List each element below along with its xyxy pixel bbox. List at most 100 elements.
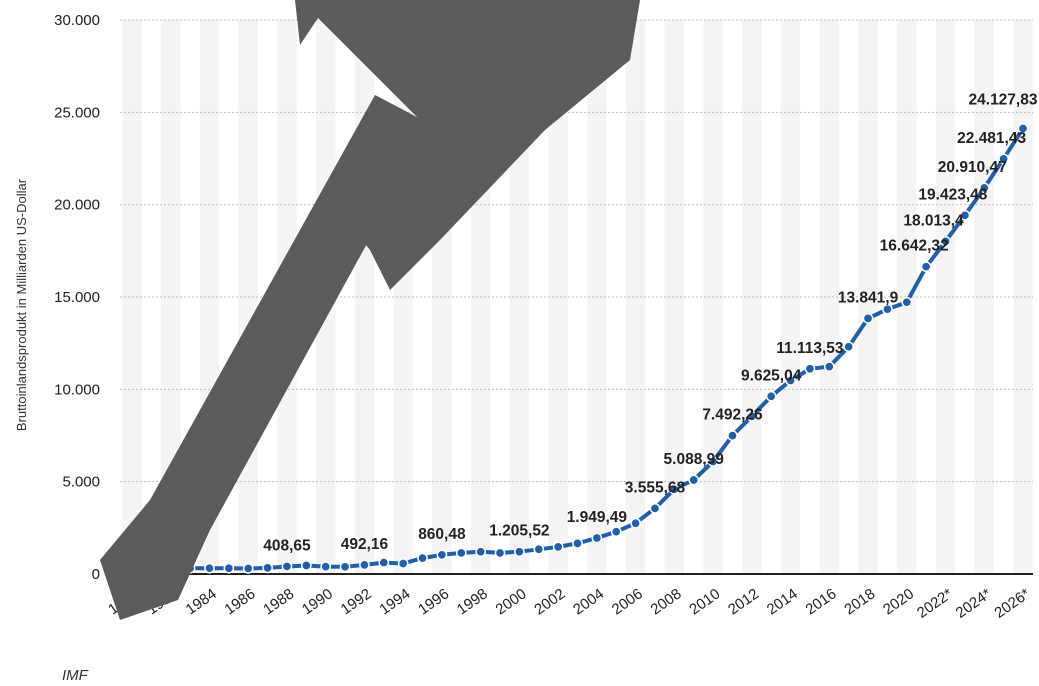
y-tick-label: 5.000 (62, 474, 100, 491)
x-tick-label: 1990 (299, 585, 336, 618)
x-tick-label: 2002 (531, 585, 568, 618)
data-label: 9.625,04 (741, 367, 802, 384)
data-point (281, 561, 293, 572)
data-label: 7.492,26 (702, 407, 763, 424)
watermark-shape-right (300, 0, 640, 290)
data-point (300, 560, 312, 571)
plot-band (548, 20, 568, 574)
data-point (765, 390, 777, 402)
data-point (475, 546, 487, 558)
data-point (959, 209, 971, 221)
data-point (397, 558, 409, 569)
data-point (533, 543, 545, 555)
data-point (785, 375, 796, 386)
data-point (978, 182, 990, 194)
data-label: 20.910,47 (938, 159, 1007, 176)
x-axis-ticks: 1980198219841986198819901992199419961998… (105, 585, 1033, 622)
data-point (610, 526, 622, 538)
y-tick-label: 0 (92, 566, 100, 583)
data-label: 1.205,52 (489, 523, 549, 540)
data-point (359, 559, 370, 571)
data-point (262, 562, 273, 574)
data-point (417, 552, 428, 564)
data-point (591, 532, 603, 544)
data-point (436, 549, 448, 561)
data-point (746, 410, 758, 422)
data-label: 24.127,83 (969, 91, 1038, 108)
plot-band (625, 20, 646, 574)
data-point (727, 430, 738, 441)
data-label: 22.481,43 (957, 130, 1026, 147)
data-point (998, 153, 1009, 165)
x-tick-label: 2020 (880, 585, 917, 618)
data-point (940, 236, 951, 247)
x-tick-label: 2006 (609, 585, 646, 618)
data-point (630, 517, 641, 529)
data-label: 16.642,32 (880, 238, 949, 255)
plot-band (742, 20, 762, 574)
data-point (494, 547, 506, 559)
x-tick-label: 1994 (376, 585, 413, 618)
data-label: 13.841,9 (838, 289, 899, 306)
data-point (823, 361, 835, 372)
data-point (707, 456, 719, 467)
y-tick-label: 10.000 (54, 381, 100, 398)
data-label: 18.013,4 (903, 212, 964, 229)
x-tick-label: 1988 (260, 585, 297, 618)
y-axis-ticks: 0 5.000 10.000 15.000 20.000 25.000 30.000 (54, 12, 100, 583)
y-tick-label: 20.000 (54, 197, 100, 214)
plot-band (161, 20, 181, 574)
y-tick-label: 25.000 (54, 104, 100, 121)
y-tick-label: 30.000 (54, 12, 100, 29)
data-point (843, 341, 855, 353)
data-point (320, 561, 332, 572)
plot-band (1013, 20, 1033, 574)
x-tick-label: 2018 (841, 585, 878, 618)
x-tick-label: 2024* (953, 585, 995, 622)
data-label: 492,16 (341, 536, 389, 553)
x-tick-label: 2014 (764, 585, 801, 618)
source-label: IMF (62, 667, 88, 684)
data-point (649, 502, 661, 514)
x-tick-label: 2008 (648, 585, 685, 618)
data-point (378, 557, 390, 568)
data-point (455, 547, 467, 559)
data-point (572, 537, 583, 549)
x-tick-label: 2012 (725, 585, 762, 618)
data-point (688, 474, 700, 486)
watermark-overlay (100, 0, 640, 620)
plot-band (780, 20, 801, 574)
data-label: 408,65 (263, 537, 311, 554)
data-label: 11.113,53 (776, 340, 844, 357)
x-tick-label: 1996 (415, 585, 452, 618)
y-tick-label: 15.000 (54, 289, 100, 306)
y-axis-label: Bruttoinlandsprodukt in Milliarden US-Do… (14, 178, 29, 431)
data-label: 19.423,48 (918, 186, 987, 203)
data-point (204, 562, 215, 574)
data-point (920, 261, 932, 273)
data-point (901, 296, 913, 308)
x-tick-label: 1986 (221, 585, 258, 618)
data-point (339, 561, 351, 573)
data-point (514, 546, 525, 558)
data-point (882, 303, 893, 315)
x-tick-label: 2026* (991, 585, 1033, 622)
data-point (668, 483, 680, 495)
plot-band (664, 20, 685, 574)
data-point (804, 363, 816, 375)
watermark-shape-top (295, 0, 330, 45)
x-tick-label: 2016 (803, 585, 840, 618)
data-label: 1.949,49 (567, 509, 628, 526)
x-tick-label: 2004 (570, 585, 607, 618)
x-tick-label: 1998 (454, 585, 491, 618)
data-point (1017, 123, 1029, 134)
data-label: 860,48 (418, 526, 466, 543)
x-tick-label: 2010 (686, 585, 723, 618)
watermark-shape-left (100, 95, 432, 620)
x-tick-label: 2000 (493, 585, 530, 618)
data-label: 5.088,99 (664, 451, 725, 468)
x-tick-label: 2022* (914, 585, 956, 622)
data-point (552, 541, 564, 553)
data-point (223, 562, 235, 574)
